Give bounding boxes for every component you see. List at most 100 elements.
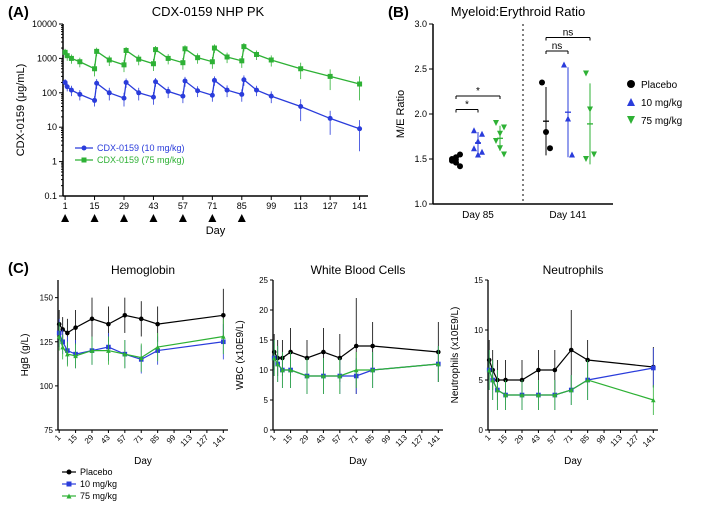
svg-text:10 mg/kg: 10 mg/kg xyxy=(80,479,117,489)
svg-text:57: 57 xyxy=(116,433,129,446)
svg-text:ns: ns xyxy=(552,41,563,52)
svg-text:141: 141 xyxy=(352,201,367,211)
svg-text:85: 85 xyxy=(148,433,161,446)
panel-c-svg: 75100125150115294357718599113127141Hemog… xyxy=(8,260,708,515)
svg-text:75: 75 xyxy=(44,426,53,435)
svg-text:71: 71 xyxy=(347,433,360,446)
panel-b: (B) Myeloid:Erythroid Ratio 1.01.52.02.5… xyxy=(388,4,708,239)
svg-text:0: 0 xyxy=(479,426,484,435)
svg-text:15: 15 xyxy=(474,276,483,285)
svg-text:127: 127 xyxy=(410,433,426,449)
svg-text:10000: 10000 xyxy=(32,19,57,29)
svg-text:29: 29 xyxy=(298,433,311,446)
svg-text:0.1: 0.1 xyxy=(44,191,57,201)
svg-text:150: 150 xyxy=(40,294,54,303)
svg-text:10: 10 xyxy=(259,366,268,375)
svg-text:113: 113 xyxy=(394,433,410,449)
svg-text:1: 1 xyxy=(483,433,493,443)
svg-text:Day 85: Day 85 xyxy=(462,210,494,221)
svg-text:Placebo: Placebo xyxy=(80,467,113,477)
svg-text:ns: ns xyxy=(563,28,574,39)
svg-text:29: 29 xyxy=(119,201,129,211)
svg-text:43: 43 xyxy=(529,433,542,446)
svg-text:99: 99 xyxy=(595,433,608,446)
svg-text:20: 20 xyxy=(259,306,268,315)
svg-text:75 mg/kg: 75 mg/kg xyxy=(641,116,682,127)
svg-text:White Blood Cells: White Blood Cells xyxy=(311,263,406,277)
svg-text:1: 1 xyxy=(52,157,57,167)
svg-text:71: 71 xyxy=(207,201,217,211)
svg-text:141: 141 xyxy=(641,433,657,449)
svg-text:75 mg/kg: 75 mg/kg xyxy=(80,491,117,501)
svg-text:15: 15 xyxy=(496,433,509,446)
svg-text:*: * xyxy=(476,86,480,97)
svg-text:2.0: 2.0 xyxy=(414,109,427,119)
panel-a: (A) CDX-0159 NHP PK 0.111010010001000011… xyxy=(8,4,378,239)
svg-text:71: 71 xyxy=(132,433,145,446)
svg-text:Day: Day xyxy=(206,225,226,237)
svg-text:Neutrophils: Neutrophils xyxy=(543,263,604,277)
svg-text:HgB (g/L): HgB (g/L) xyxy=(20,334,31,377)
svg-text:71: 71 xyxy=(562,433,575,446)
svg-text:Placebo: Placebo xyxy=(641,80,678,91)
svg-text:15: 15 xyxy=(281,433,294,446)
svg-text:15: 15 xyxy=(90,201,100,211)
svg-text:1: 1 xyxy=(53,433,63,443)
svg-text:57: 57 xyxy=(178,201,188,211)
svg-text:43: 43 xyxy=(148,201,158,211)
panel-b-svg: 1.01.52.02.53.0M/E RatioDay 85Day 141**n… xyxy=(388,4,708,239)
svg-text:99: 99 xyxy=(380,433,393,446)
svg-text:85: 85 xyxy=(363,433,376,446)
svg-text:CDX-0159 (75 mg/kg): CDX-0159 (75 mg/kg) xyxy=(97,155,185,165)
svg-text:2.5: 2.5 xyxy=(414,64,427,74)
svg-text:WBC (x10E9/L): WBC (x10E9/L) xyxy=(235,320,246,389)
svg-text:43: 43 xyxy=(99,433,112,446)
svg-text:29: 29 xyxy=(83,433,96,446)
svg-text:1: 1 xyxy=(268,433,278,443)
svg-text:100: 100 xyxy=(40,382,54,391)
svg-text:125: 125 xyxy=(40,338,54,347)
svg-text:Hemoglobin: Hemoglobin xyxy=(111,263,175,277)
svg-text:113: 113 xyxy=(179,433,195,449)
svg-text:141: 141 xyxy=(211,433,227,449)
svg-text:127: 127 xyxy=(625,433,641,449)
svg-text:Day: Day xyxy=(349,456,367,467)
svg-text:M/E Ratio: M/E Ratio xyxy=(395,90,407,138)
svg-text:3.0: 3.0 xyxy=(414,19,427,29)
svg-text:1.5: 1.5 xyxy=(414,154,427,164)
svg-text:Day: Day xyxy=(564,456,582,467)
svg-text:141: 141 xyxy=(426,433,442,449)
svg-text:5: 5 xyxy=(264,396,269,405)
svg-text:85: 85 xyxy=(237,201,247,211)
svg-text:99: 99 xyxy=(165,433,178,446)
svg-text:127: 127 xyxy=(323,201,338,211)
svg-text:43: 43 xyxy=(314,433,327,446)
svg-text:0: 0 xyxy=(264,426,269,435)
svg-text:10: 10 xyxy=(474,326,483,335)
svg-text:85: 85 xyxy=(578,433,591,446)
svg-text:*: * xyxy=(465,100,469,111)
svg-text:10 mg/kg: 10 mg/kg xyxy=(641,98,682,109)
svg-text:CDX-0159 (10 mg/kg): CDX-0159 (10 mg/kg) xyxy=(97,143,185,153)
svg-text:CDX-0159 (μg/mL): CDX-0159 (μg/mL) xyxy=(15,64,27,157)
svg-text:113: 113 xyxy=(609,433,625,449)
svg-text:Day: Day xyxy=(134,456,152,467)
svg-text:1000: 1000 xyxy=(37,53,57,63)
svg-text:10: 10 xyxy=(47,122,57,132)
svg-text:29: 29 xyxy=(513,433,526,446)
svg-text:25: 25 xyxy=(259,276,268,285)
svg-text:1.0: 1.0 xyxy=(414,199,427,209)
svg-text:Neutrophils (x10E9/L): Neutrophils (x10E9/L) xyxy=(450,307,461,404)
svg-text:15: 15 xyxy=(259,336,268,345)
svg-text:5: 5 xyxy=(479,376,484,385)
svg-text:113: 113 xyxy=(294,201,308,211)
svg-text:127: 127 xyxy=(195,433,211,449)
svg-text:99: 99 xyxy=(266,201,276,211)
svg-text:57: 57 xyxy=(331,433,344,446)
svg-text:1: 1 xyxy=(63,201,68,211)
panel-c: (C) 75100125150115294357718599113127141H… xyxy=(8,260,708,515)
svg-text:100: 100 xyxy=(42,88,57,98)
svg-text:15: 15 xyxy=(66,433,79,446)
panel-a-svg: 0.1 1 10 100 1000 10000 1 15 29 43 57 71 85 99 113 127 1… xyxy=(8,4,378,239)
svg-text:57: 57 xyxy=(546,433,559,446)
